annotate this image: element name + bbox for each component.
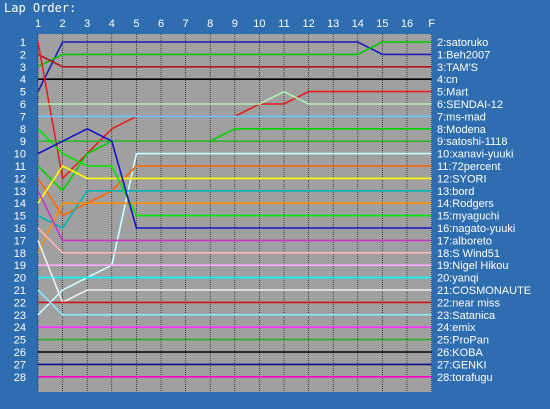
series-line <box>37 165 432 217</box>
driver-label: 14:Rodgers <box>437 198 494 210</box>
lap-tick-label: 3 <box>84 18 90 30</box>
lap-tick-label: 16 <box>401 18 413 30</box>
driver-label: 16:nagato-yuuki <box>437 223 515 235</box>
position-tick-label: 8 <box>20 124 26 136</box>
driver-label: 1:Beh2007 <box>437 49 490 61</box>
position-tick-label: 4 <box>20 74 26 86</box>
position-tick-label: 12 <box>14 173 26 185</box>
position-tick-label: 28 <box>14 372 26 384</box>
series-line <box>37 190 432 230</box>
position-tick-label: 7 <box>20 111 26 123</box>
series-line <box>38 90 432 105</box>
position-tick-label: 2 <box>20 49 26 61</box>
lap-tick-label: 7 <box>183 18 189 30</box>
position-tick-label: 25 <box>14 335 26 347</box>
series-line <box>37 53 432 68</box>
position-tick-label: 6 <box>20 99 26 111</box>
lap-tick-label: 8 <box>207 18 213 30</box>
lap-tick-label: 10 <box>253 18 265 30</box>
lap-tick-label: 11 <box>278 18 289 30</box>
lap-tick-label: 12 <box>302 18 314 30</box>
driver-label: 6:SENDAI-12 <box>437 99 503 111</box>
driver-label: 9:satoshi-1118 <box>437 136 508 148</box>
position-tick-label: 22 <box>14 297 26 309</box>
driver-label: 23:Satanica <box>437 310 496 322</box>
driver-label: 21:COSMONAUTE <box>437 285 531 297</box>
position-tick-label: 20 <box>14 273 26 285</box>
position-tick-label: 19 <box>14 260 26 272</box>
series-line <box>37 41 432 68</box>
series-line <box>37 41 432 92</box>
lap-tick-label: 14 <box>352 18 364 30</box>
grid-lines <box>37 34 432 392</box>
driver-label: 27:GENKI <box>437 359 487 371</box>
lap-tick-label: 4 <box>109 18 115 30</box>
driver-label: 17:alboreto <box>437 235 492 247</box>
driver-label: 20:yanqi <box>437 273 479 285</box>
position-axis: 1234567891011121314151617181920212223242… <box>14 37 26 384</box>
position-tick-label: 9 <box>20 136 26 148</box>
driver-label: 5:Mart <box>437 87 468 99</box>
driver-label: 13:bord <box>437 186 474 198</box>
driver-label: 15:myaguchi <box>437 211 499 223</box>
driver-label: 19:Nigel Hikou <box>437 260 509 272</box>
driver-label: 18:S Wind51 <box>437 248 500 260</box>
series-line <box>37 240 432 304</box>
position-tick-label: 11 <box>15 161 26 173</box>
lap-tick-label: 1 <box>35 18 41 30</box>
series-line <box>37 152 432 316</box>
series-line <box>37 127 432 229</box>
position-tick-label: 10 <box>14 149 26 161</box>
series-line <box>37 164 432 204</box>
lap-tick-label: 2 <box>60 18 66 30</box>
position-tick-label: 15 <box>14 211 26 223</box>
driver-label: 28:torafugu <box>437 372 493 384</box>
position-tick-label: 21 <box>14 285 26 297</box>
driver-label: 2:satoruko <box>437 37 488 49</box>
lap-tick-label: 13 <box>327 18 339 30</box>
driver-label: 11:72percent <box>437 161 500 173</box>
lap-tick-label: 6 <box>158 18 164 30</box>
driver-label: 24:emix <box>437 322 476 334</box>
position-tick-label: 14 <box>14 198 26 210</box>
driver-label: 10:xanavi-yuuki <box>437 149 513 161</box>
driver-label: 7:ms-mad <box>437 111 486 123</box>
series-line <box>37 190 432 242</box>
position-tick-label: 17 <box>14 235 26 247</box>
driver-label: 22:near miss <box>437 297 500 309</box>
series-line <box>37 202 432 254</box>
position-tick-label: 18 <box>14 248 26 260</box>
lap-tick-label: 9 <box>232 18 238 30</box>
series-line <box>37 128 432 193</box>
position-tick-label: 24 <box>14 322 26 334</box>
driver-label: 12:SYORI <box>437 173 487 185</box>
driver-label: 3:TAM'S <box>437 62 478 74</box>
position-tick-label: 27 <box>14 359 26 371</box>
position-tick-label: 16 <box>14 223 26 235</box>
series-line <box>37 227 432 254</box>
position-tick-label: 1 <box>20 37 26 49</box>
driver-label: 8:Modena <box>437 124 487 136</box>
series-line <box>37 289 432 316</box>
series-line <box>37 128 432 217</box>
position-tick-label: 3 <box>20 62 26 74</box>
position-tick-label: 23 <box>14 310 26 322</box>
driver-label: 4:cn <box>437 74 458 86</box>
driver-label: 25:ProPan <box>437 335 489 347</box>
lap-tick-label: 15 <box>376 18 388 30</box>
position-tick-label: 26 <box>14 347 26 359</box>
lap-axis: 1 2 3 4 5 6 7 8 9 10 11 12 13 14 15 16 F <box>35 18 435 30</box>
series-lines <box>37 41 432 378</box>
lap-tick-label: F <box>428 18 435 30</box>
position-tick-label: 5 <box>20 87 26 99</box>
position-tick-label: 13 <box>14 186 26 198</box>
chart-title: Lap Order: <box>4 1 76 15</box>
driver-label: 26:KOBA <box>437 347 484 359</box>
lap-tick-label: 5 <box>133 18 139 30</box>
